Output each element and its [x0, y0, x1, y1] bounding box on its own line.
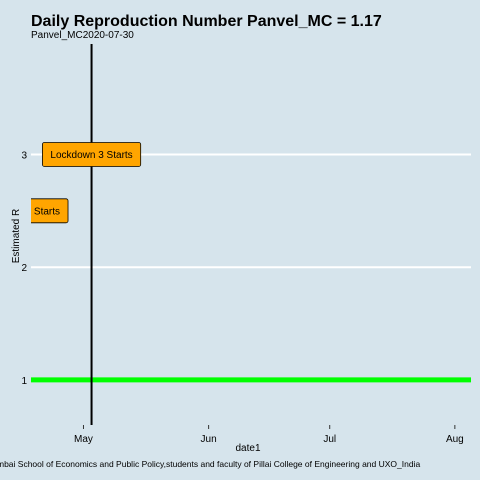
chart-caption: mbai School of Economics and Public Poli…: [0, 459, 420, 469]
annotation-label: Lockdown 3 Starts: [42, 142, 142, 167]
y-tick-label: 2: [21, 263, 27, 274]
annotation-box: [42, 142, 142, 167]
x-tick-label: May: [74, 434, 93, 445]
annotation-label: Lockdown 2 Starts: [0, 198, 69, 224]
y-tick-label: 3: [21, 150, 27, 161]
x-axis-label: date1: [235, 443, 260, 454]
x-tick-label: Jun: [201, 434, 217, 445]
y-tick-labels: 1 2 3: [21, 150, 27, 386]
chart-title: Daily Reproduction Number Panvel_MC = 1.…: [31, 13, 382, 30]
x-tick-label: Aug: [446, 434, 464, 445]
chart-subtitle: Panvel_MC2020-07-30: [31, 30, 134, 41]
grid-lines: [31, 153, 471, 381]
plot-area: Lockdown 3 Starts Lockdown 2 Starts: [0, 44, 471, 425]
annotation-text: Lockdown 2 Starts: [0, 206, 60, 217]
x-tick-label: Jul: [323, 434, 336, 445]
annotation-box: [31, 198, 69, 224]
annotation-text: Lockdown 3 Starts: [50, 150, 132, 161]
y-axis-label: Estimated R: [11, 209, 22, 263]
y-tick-label: 1: [21, 376, 27, 387]
x-tick-labels: May Jun Jul Aug: [74, 425, 464, 445]
